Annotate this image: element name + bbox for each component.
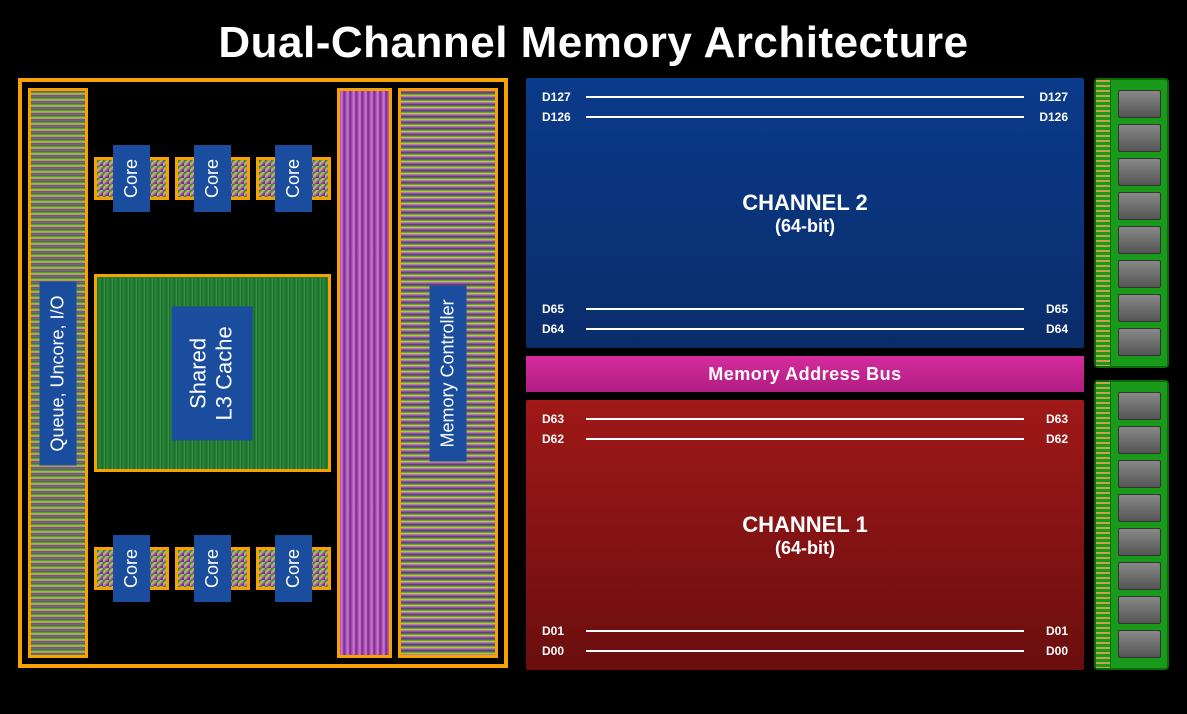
dimm-module (1094, 78, 1169, 368)
data-line-label: D64 (542, 322, 576, 336)
dram-chip (1118, 494, 1161, 522)
dram-chip (1118, 90, 1161, 118)
queue-label: Queue, Uncore, I/O (40, 281, 77, 465)
page-title: Dual-Channel Memory Architecture (0, 0, 1187, 78)
channel-1-label: CHANNEL 1 (64-bit) (542, 446, 1068, 624)
core-block: Core (94, 547, 169, 590)
dram-chip (1118, 294, 1161, 322)
dram-chip (1118, 260, 1161, 288)
l3-cache-block: SharedL3 Cache (94, 274, 331, 472)
ch2-bot-lines: D65 D65 D64 D64 (542, 302, 1068, 336)
channel-2-block: D127 D127 D126 D126 CHANNEL 2 (64-bit) D65… (526, 78, 1084, 348)
cpu-die: Queue, Uncore, I/O Core Core Core Shared… (18, 78, 508, 668)
data-line-label: D127 (1034, 90, 1068, 104)
dram-chip (1118, 392, 1161, 420)
core-block: Core (175, 547, 250, 590)
memory-controller-block: Memory Controller (398, 88, 498, 658)
core-block: Core (256, 547, 331, 590)
memory-side: D127 D127 D126 D126 CHANNEL 2 (64-bit) D65… (526, 78, 1169, 670)
core-label: Core (194, 144, 231, 211)
dimm-column (1094, 78, 1169, 670)
core-block: Core (256, 157, 331, 200)
data-line-label: D01 (1034, 624, 1068, 638)
data-line-label: D63 (542, 412, 576, 426)
data-line-label: D01 (542, 624, 576, 638)
dram-chip (1118, 562, 1161, 590)
data-line-label: D62 (1034, 432, 1068, 446)
ch1-bot-lines: D01 D01 D00 D00 (542, 624, 1068, 658)
l3-label: SharedL3 Cache (172, 306, 253, 440)
memctl-label: Memory Controller (430, 285, 467, 461)
data-line-label: D00 (542, 644, 576, 658)
dram-chip (1118, 596, 1161, 624)
data-line-label: D00 (1034, 644, 1068, 658)
core-label: Core (194, 534, 231, 601)
core-block: Core (175, 157, 250, 200)
channel-stack: D127 D127 D126 D126 CHANNEL 2 (64-bit) D65… (526, 78, 1084, 670)
data-line-label: D127 (542, 90, 576, 104)
core-label: Core (113, 144, 150, 211)
die-gap-column (337, 88, 392, 658)
dram-chip (1118, 226, 1161, 254)
dimm-module (1094, 380, 1169, 670)
core-block: Core (94, 157, 169, 200)
channel-2-label: CHANNEL 2 (64-bit) (542, 124, 1068, 302)
channel-1-block: D63 D63 D62 D62 CHANNEL 1 (64-bit) D01 D01 … (526, 400, 1084, 670)
diagram-main: Queue, Uncore, I/O Core Core Core Shared… (0, 78, 1187, 670)
dram-chip (1118, 528, 1161, 556)
core-label: Core (275, 144, 312, 211)
dram-chip (1118, 630, 1161, 658)
data-line-label: D64 (1034, 322, 1068, 336)
core-label: Core (113, 534, 150, 601)
dram-chip (1118, 192, 1161, 220)
dram-chip (1118, 426, 1161, 454)
data-line-label: D65 (1034, 302, 1068, 316)
core-row-bot: Core Core Core (94, 478, 331, 658)
data-line-label: D126 (1034, 110, 1068, 124)
memory-address-bus: Memory Address Bus (526, 356, 1084, 392)
dram-chip (1118, 124, 1161, 152)
data-line-label: D62 (542, 432, 576, 446)
data-line-label: D126 (542, 110, 576, 124)
core-row-top: Core Core Core (94, 88, 331, 268)
queue-uncore-io-block: Queue, Uncore, I/O (28, 88, 88, 658)
dram-chip (1118, 158, 1161, 186)
data-line-label: D63 (1034, 412, 1068, 426)
ch2-top-lines: D127 D127 D126 D126 (542, 90, 1068, 124)
core-label: Core (275, 534, 312, 601)
dram-chip (1118, 328, 1161, 356)
dram-chip (1118, 460, 1161, 488)
data-line-label: D65 (542, 302, 576, 316)
ch1-top-lines: D63 D63 D62 D62 (542, 412, 1068, 446)
